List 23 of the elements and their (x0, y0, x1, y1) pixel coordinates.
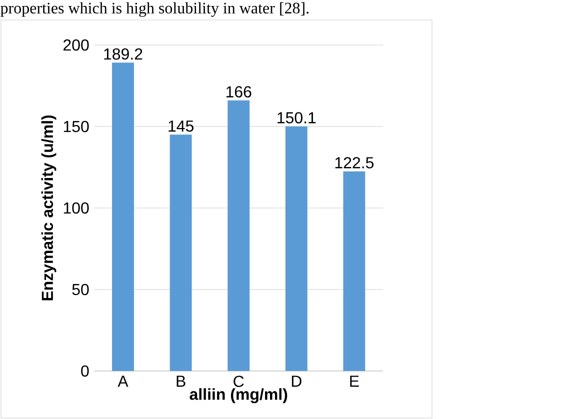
y-tick-label: 100 (64, 202, 89, 214)
data-label: 145 (168, 120, 194, 132)
x-tick-label: A (118, 376, 128, 387)
bar (228, 100, 250, 371)
data-label: 150.1 (278, 112, 316, 124)
x-tick-label: C (234, 376, 244, 388)
y-axis-title: Enzymatic activity (u/ml) (41, 115, 56, 300)
data-label: 166 (226, 86, 252, 98)
x-tick-label: D (292, 376, 302, 387)
y-tick-label: 150 (64, 120, 89, 132)
bar (343, 171, 366, 371)
y-tick-label: 50 (72, 284, 89, 296)
x-axis-title: alliin (mg/ml) (190, 388, 288, 404)
data-label: 189.2 (104, 48, 142, 60)
bar (112, 62, 134, 371)
x-tick-label: B (176, 376, 186, 387)
y-tick-label: 0 (81, 365, 89, 377)
x-tick-label: E (350, 376, 359, 387)
bar (170, 134, 192, 371)
text: properties which is high solubility in water [28]. (0, 2, 309, 17)
bar (285, 126, 308, 371)
data-label: 122.5 (335, 157, 374, 168)
y-tick-label: 200 (63, 39, 89, 51)
